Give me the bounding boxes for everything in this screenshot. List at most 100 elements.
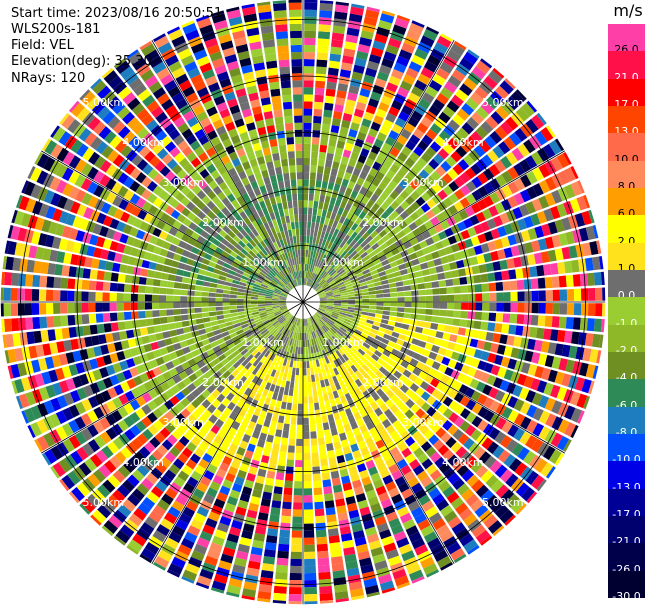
- velocity-cell: [593, 318, 602, 333]
- velocity-cell: [259, 288, 267, 292]
- velocity-cell: [480, 243, 490, 253]
- velocity-cell: [340, 306, 348, 309]
- velocity-cell: [315, 285, 321, 291]
- velocity-cell: [362, 414, 371, 424]
- velocity-cell: [408, 325, 417, 332]
- velocity-cell: [336, 140, 346, 150]
- velocity-cell: [271, 300, 280, 302]
- velocity-cell: [318, 277, 324, 285]
- velocity-cell: [224, 317, 232, 323]
- velocity-cell: [282, 201, 288, 210]
- velocity-cell: [213, 268, 222, 275]
- velocity-cell: [345, 430, 355, 439]
- velocity-cell: [152, 349, 162, 359]
- velocity-cell: [342, 55, 354, 65]
- velocity-cell: [347, 414, 356, 424]
- velocity-cell: [202, 68, 215, 80]
- velocity-cell: [61, 167, 74, 182]
- velocity-cell: [503, 247, 513, 258]
- velocity-cell: [409, 441, 420, 453]
- velocity-cell: [321, 357, 327, 366]
- velocity-cell: [157, 255, 166, 265]
- velocity-cell: [51, 355, 62, 368]
- velocity-cell: [276, 324, 283, 331]
- velocity-cell: [265, 308, 273, 312]
- velocity-cell: [97, 504, 112, 519]
- velocity-cell: [241, 64, 253, 74]
- velocity-cell: [287, 266, 292, 274]
- velocity-cell: [403, 313, 412, 319]
- velocity-cell: [333, 342, 341, 350]
- velocity-cell: [279, 298, 287, 301]
- velocity-cell: [459, 533, 474, 547]
- velocity-cell: [131, 437, 143, 450]
- velocity-cell: [327, 145, 336, 155]
- velocity-cell: [201, 258, 210, 266]
- velocity-cell: [492, 145, 505, 159]
- velocity-cell: [282, 311, 290, 317]
- velocity-cell: [361, 291, 369, 296]
- velocity-cell: [276, 332, 283, 340]
- velocity-cell: [5, 333, 15, 348]
- velocity-cell: [91, 101, 106, 115]
- velocity-cell: [317, 564, 331, 573]
- velocity-cell: [315, 80, 326, 89]
- velocity-cell: [409, 151, 420, 163]
- velocity-cell: [267, 375, 274, 384]
- velocity-cell: [168, 463, 181, 476]
- velocity-cell: [247, 320, 256, 326]
- velocity-cell: [36, 153, 50, 169]
- velocity-cell: [192, 174, 203, 184]
- velocity-cell: [384, 329, 393, 336]
- velocity-cell: [324, 289, 332, 294]
- velocity-cell: [316, 321, 322, 328]
- velocity-cell: [317, 31, 331, 40]
- velocity-cell: [309, 186, 315, 194]
- velocity-cell: [61, 114, 75, 130]
- velocity-cell: [418, 308, 426, 315]
- velocity-cell: [81, 398, 93, 412]
- velocity-cell: [180, 302, 188, 308]
- velocity-cell: [191, 330, 200, 338]
- velocity-cell: [304, 263, 307, 272]
- velocity-cell: [275, 564, 289, 573]
- velocity-cell: [79, 349, 89, 361]
- velocity-cell: [70, 450, 83, 465]
- velocity-cell: [338, 380, 346, 389]
- velocity-cell: [282, 287, 290, 293]
- velocity-cell: [423, 163, 435, 175]
- velocity-cell: [155, 356, 165, 366]
- velocity-cell: [155, 480, 168, 493]
- velocity-cell: [206, 348, 215, 356]
- velocity-cell: [184, 352, 194, 361]
- velocity-cell: [261, 317, 269, 323]
- velocity-cell: [197, 179, 208, 190]
- velocity-cell: [269, 514, 280, 523]
- velocity-cell: [323, 312, 331, 318]
- velocity-cell: [183, 110, 195, 122]
- velocity-cell: [346, 27, 360, 37]
- velocity-cell: [224, 540, 238, 551]
- range-ring-label: 2.00km: [362, 216, 404, 229]
- velocity-cell: [431, 344, 440, 354]
- velocity-cell: [217, 165, 227, 175]
- velocity-cell: [350, 250, 358, 258]
- velocity-cell: [424, 253, 434, 262]
- velocity-cell: [212, 185, 222, 196]
- velocity-cell: [276, 232, 283, 240]
- velocity-cell: [208, 414, 218, 424]
- velocity-cell: [423, 275, 432, 283]
- velocity-cell: [301, 270, 303, 279]
- velocity-cell: [254, 351, 261, 359]
- velocity-cell: [473, 224, 484, 235]
- velocity-cell: [497, 225, 507, 237]
- velocity-cell: [201, 195, 211, 205]
- velocity-cell: [130, 302, 138, 311]
- velocity-cell: [264, 302, 272, 304]
- velocity-cell: [280, 444, 288, 453]
- velocity-cell: [138, 319, 147, 328]
- velocity-cell: [266, 124, 276, 134]
- velocity-cell: [259, 185, 267, 194]
- velocity-cell: [532, 407, 544, 421]
- velocity-cell: [385, 195, 395, 206]
